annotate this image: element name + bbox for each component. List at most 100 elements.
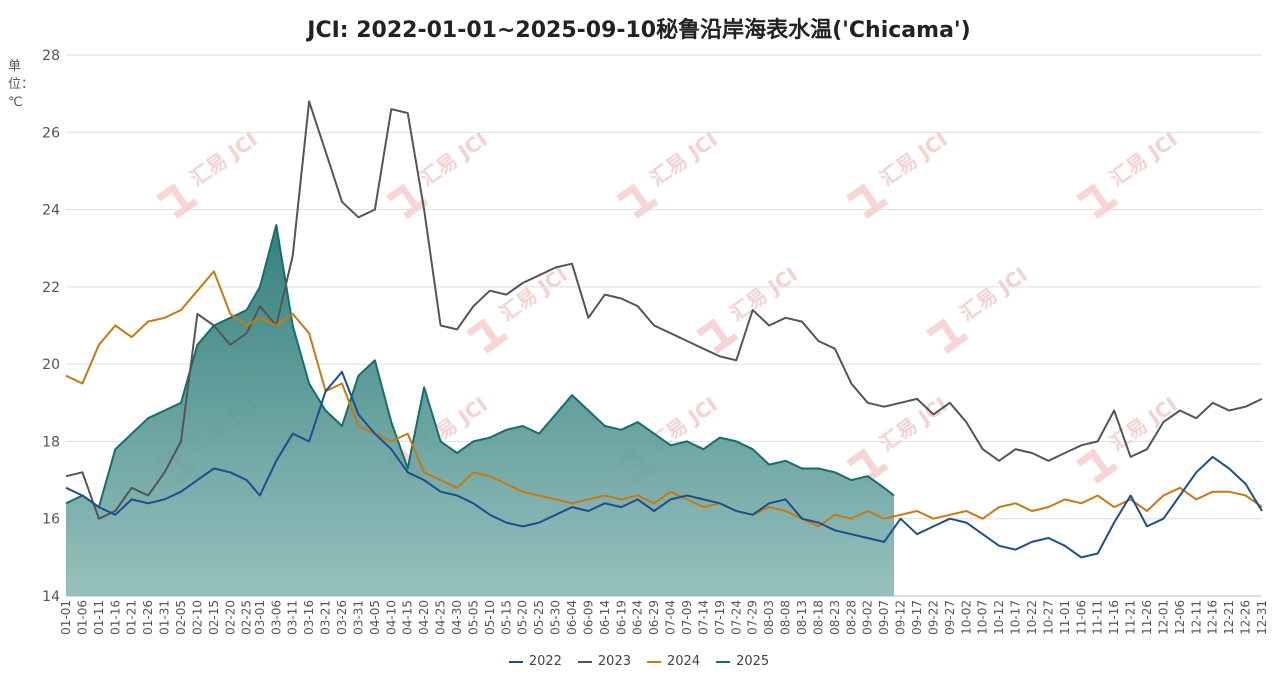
x-tick-label: 09-12 — [894, 600, 908, 635]
x-tick-label: 07-14 — [696, 600, 710, 635]
series-line-2025 — [65, 224, 895, 509]
watermark-text: 汇易 JCI — [1105, 127, 1181, 191]
x-tick-label: 11-26 — [1140, 600, 1154, 635]
x-tick-label: 05-10 — [483, 600, 497, 635]
x-tick-label: 09-22 — [926, 600, 940, 635]
y-tick-label: 16 — [42, 512, 60, 528]
watermark-logo: 汇易 JCI — [846, 127, 952, 219]
x-tick-label: 01-31 — [158, 600, 172, 635]
x-tick-label: 03-26 — [335, 600, 349, 635]
x-tick-label: 04-15 — [401, 600, 415, 635]
x-tick-label: 01-01 — [59, 600, 73, 635]
x-tick-label: 08-28 — [844, 600, 858, 635]
x-tick-label: 02-25 — [240, 600, 254, 635]
watermark-mark — [846, 183, 889, 219]
x-tick-label: 03-01 — [253, 600, 267, 635]
x-tick-label: 08-08 — [779, 600, 793, 635]
x-tick-label: 11-16 — [1107, 600, 1121, 635]
x-tick-label: 02-05 — [174, 600, 188, 635]
watermark-mark — [466, 318, 509, 354]
x-tick-label: 09-17 — [910, 600, 924, 635]
x-tick-label: 03-21 — [319, 600, 333, 635]
legend-item-2025[interactable]: 2025 — [716, 654, 769, 669]
x-tick-label: 08-03 — [762, 600, 776, 635]
x-tick-label: 07-29 — [746, 600, 760, 635]
y-tick-label: 26 — [42, 125, 60, 141]
watermark-text: 汇易 JCI — [415, 127, 491, 191]
y-tick-label: 18 — [42, 434, 60, 450]
x-tick-label: 04-10 — [384, 600, 398, 635]
x-tick-label: 03-11 — [286, 600, 300, 635]
x-tick-label: 07-19 — [713, 600, 727, 635]
x-tick-label: 07-24 — [729, 600, 743, 635]
x-tick-label: 01-06 — [75, 600, 89, 635]
x-tick-label: 09-02 — [861, 600, 875, 635]
x-tick-label: 12-21 — [1222, 600, 1236, 635]
x-tick-label: 11-01 — [1058, 600, 1072, 635]
x-tick-label: 06-19 — [614, 600, 628, 635]
y-tick-label: 28 — [42, 48, 60, 64]
x-tick-label: 11-21 — [1124, 600, 1138, 635]
x-tick-label: 09-27 — [943, 600, 957, 635]
x-tick-label: 11-06 — [1074, 600, 1088, 635]
watermark-logo: 汇易 JCI — [846, 392, 952, 484]
x-axis-ticks: 01-01 01-06 01-11 01-16 01-21 01-26 01-31 02-05… — [59, 600, 1269, 635]
x-tick-label: 06-24 — [631, 600, 645, 635]
watermark-logo: 汇易 JCI — [696, 262, 802, 354]
legend-label: 2023 — [597, 654, 631, 669]
x-tick-label: 12-11 — [1189, 600, 1203, 635]
x-tick-label: 04-25 — [434, 600, 448, 635]
legend-item-2023[interactable]: 2023 — [577, 654, 631, 669]
series-area-2025 — [66, 225, 894, 596]
y-tick-label: 22 — [42, 280, 60, 296]
legend: 2022 2023 2024 2025 — [0, 654, 1278, 669]
watermark-logo: 汇易 JCI — [466, 262, 572, 354]
x-tick-label: 08-18 — [811, 600, 825, 635]
legend-item-2022[interactable]: 2022 — [508, 654, 562, 669]
watermark-logo: 汇易 JCI — [1076, 392, 1182, 484]
watermark-mark — [616, 183, 659, 219]
watermark-mark — [156, 183, 199, 219]
x-tick-label: 04-05 — [368, 600, 382, 635]
x-tick-label: 11-11 — [1091, 600, 1105, 635]
x-tick-label: 10-22 — [1025, 600, 1039, 635]
legend-label: 2024 — [667, 654, 701, 669]
x-tick-label: 10-12 — [992, 600, 1006, 635]
y-axis-ticks: 14 16 18 20 22 24 26 28 — [42, 48, 60, 605]
legend-label: 2025 — [736, 654, 770, 669]
x-tick-label: 12-26 — [1239, 600, 1253, 635]
legend-swatch — [577, 660, 592, 663]
x-tick-label: 12-01 — [1156, 600, 1170, 635]
x-tick-label: 01-16 — [108, 600, 122, 635]
x-tick-label: 09-07 — [877, 600, 891, 635]
y-tick-label: 14 — [42, 589, 60, 605]
x-tick-label: 08-13 — [795, 600, 809, 635]
x-tick-label: 05-05 — [466, 600, 480, 635]
watermark-mark — [926, 318, 969, 354]
series-line-2023 — [65, 100, 1263, 520]
x-tick-label: 05-20 — [516, 600, 530, 635]
x-tick-label: 05-25 — [532, 600, 546, 635]
series-layer — [65, 100, 1263, 596]
x-tick-label: 10-07 — [976, 600, 990, 635]
watermark-mark — [1076, 448, 1119, 484]
watermark-mark — [846, 448, 889, 484]
legend-item-2024[interactable]: 2024 — [647, 654, 700, 669]
watermark-logo: 汇易 JCI — [616, 127, 722, 219]
watermark-logo: 汇易 JCI — [156, 127, 262, 219]
y-tick-label: 24 — [42, 203, 60, 219]
y-tick-label: 20 — [42, 357, 60, 373]
chart-title: JCI: 2022-01-01~2025-09-10秘鲁沿岸海表水温('Chic… — [307, 18, 971, 43]
x-tick-label: 12-16 — [1206, 600, 1220, 635]
legend-label: 2022 — [528, 654, 562, 669]
watermark-mark — [386, 183, 429, 219]
series-line-2022 — [65, 370, 1263, 559]
x-tick-label: 03-16 — [302, 600, 316, 635]
x-tick-label: 03-31 — [351, 600, 365, 635]
x-tick-label: 06-04 — [565, 600, 579, 635]
watermark-text: 汇易 JCI — [955, 262, 1031, 326]
x-tick-label: 06-09 — [581, 600, 595, 635]
x-tick-label: 10-02 — [959, 600, 973, 635]
watermark-text: 汇易 JCI — [645, 127, 721, 191]
